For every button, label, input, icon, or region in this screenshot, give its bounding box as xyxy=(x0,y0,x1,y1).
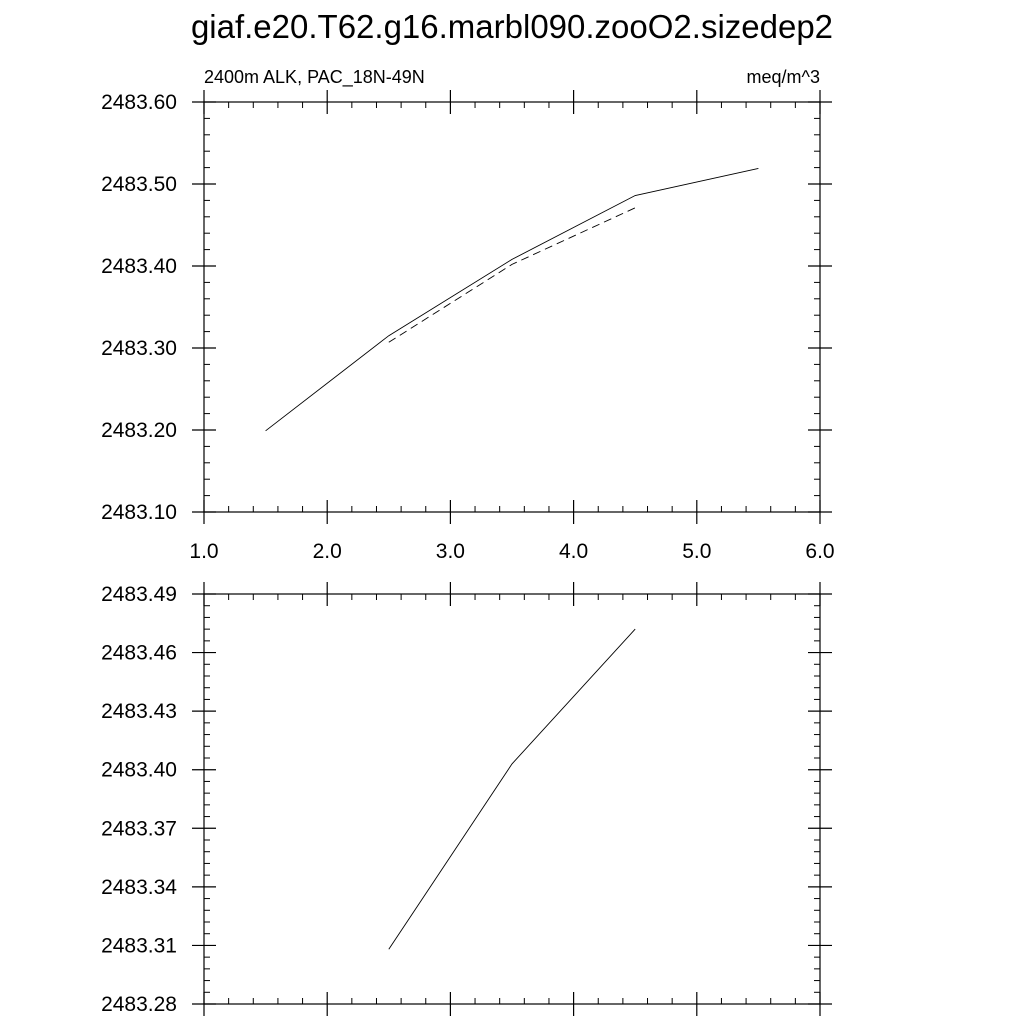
y-tick-label: 2483.31 xyxy=(101,934,177,957)
panels: 2400m ALK, PAC_18N-49N meq/m^3 1.0 2.0 3.0 4.… xyxy=(101,67,835,1016)
panel-subtitle-right: meq/m^3 xyxy=(747,67,820,87)
series-line-2-dashed xyxy=(388,207,636,343)
figure-title: giaf.e20.T62.g16.marbl090.zooO2.sizedep2 xyxy=(191,8,833,45)
chart-panel-2: 2483.28 2483.31 2483.34 2483.37 2483.40 2483.… xyxy=(101,582,832,1016)
y-tick-label: 2483.49 xyxy=(101,583,177,606)
x-tick-label: 1.0 xyxy=(189,540,218,563)
plot-frame xyxy=(203,101,821,513)
panel-subtitle-left: 2400m ALK, PAC_18N-49N xyxy=(204,67,425,88)
y-tick-label: 2483.37 xyxy=(101,817,177,840)
x-tick-label: 4.0 xyxy=(559,540,588,563)
x-tick-label: 3.0 xyxy=(436,540,465,563)
y-tick-label: 2483.28 xyxy=(101,993,177,1016)
x-tick-label: 6.0 xyxy=(805,540,834,563)
y-tick-label: 2483.43 xyxy=(101,700,177,723)
plot-frame xyxy=(203,593,821,1005)
y-tick-label: 2483.60 xyxy=(101,91,177,114)
y-tick-label: 2483.40 xyxy=(101,255,177,278)
y-tick-label: 2483.10 xyxy=(101,501,177,524)
series-line-1-solid xyxy=(265,167,759,432)
y-tick-label: 2483.40 xyxy=(101,759,177,782)
series-line-1-solid xyxy=(388,628,636,950)
y-tick-label: 2483.20 xyxy=(101,419,177,442)
chart-panel-1: 2400m ALK, PAC_18N-49N meq/m^3 1.0 2.0 3.0 4.… xyxy=(101,67,835,563)
x-tick-label: 5.0 xyxy=(682,540,711,563)
y-tick-label: 2483.50 xyxy=(101,173,177,196)
x-tick-label: 2.0 xyxy=(313,540,342,563)
y-tick-label: 2483.34 xyxy=(101,876,177,899)
y-tick-label: 2483.46 xyxy=(101,642,177,665)
y-tick-label: 2483.30 xyxy=(101,337,177,360)
